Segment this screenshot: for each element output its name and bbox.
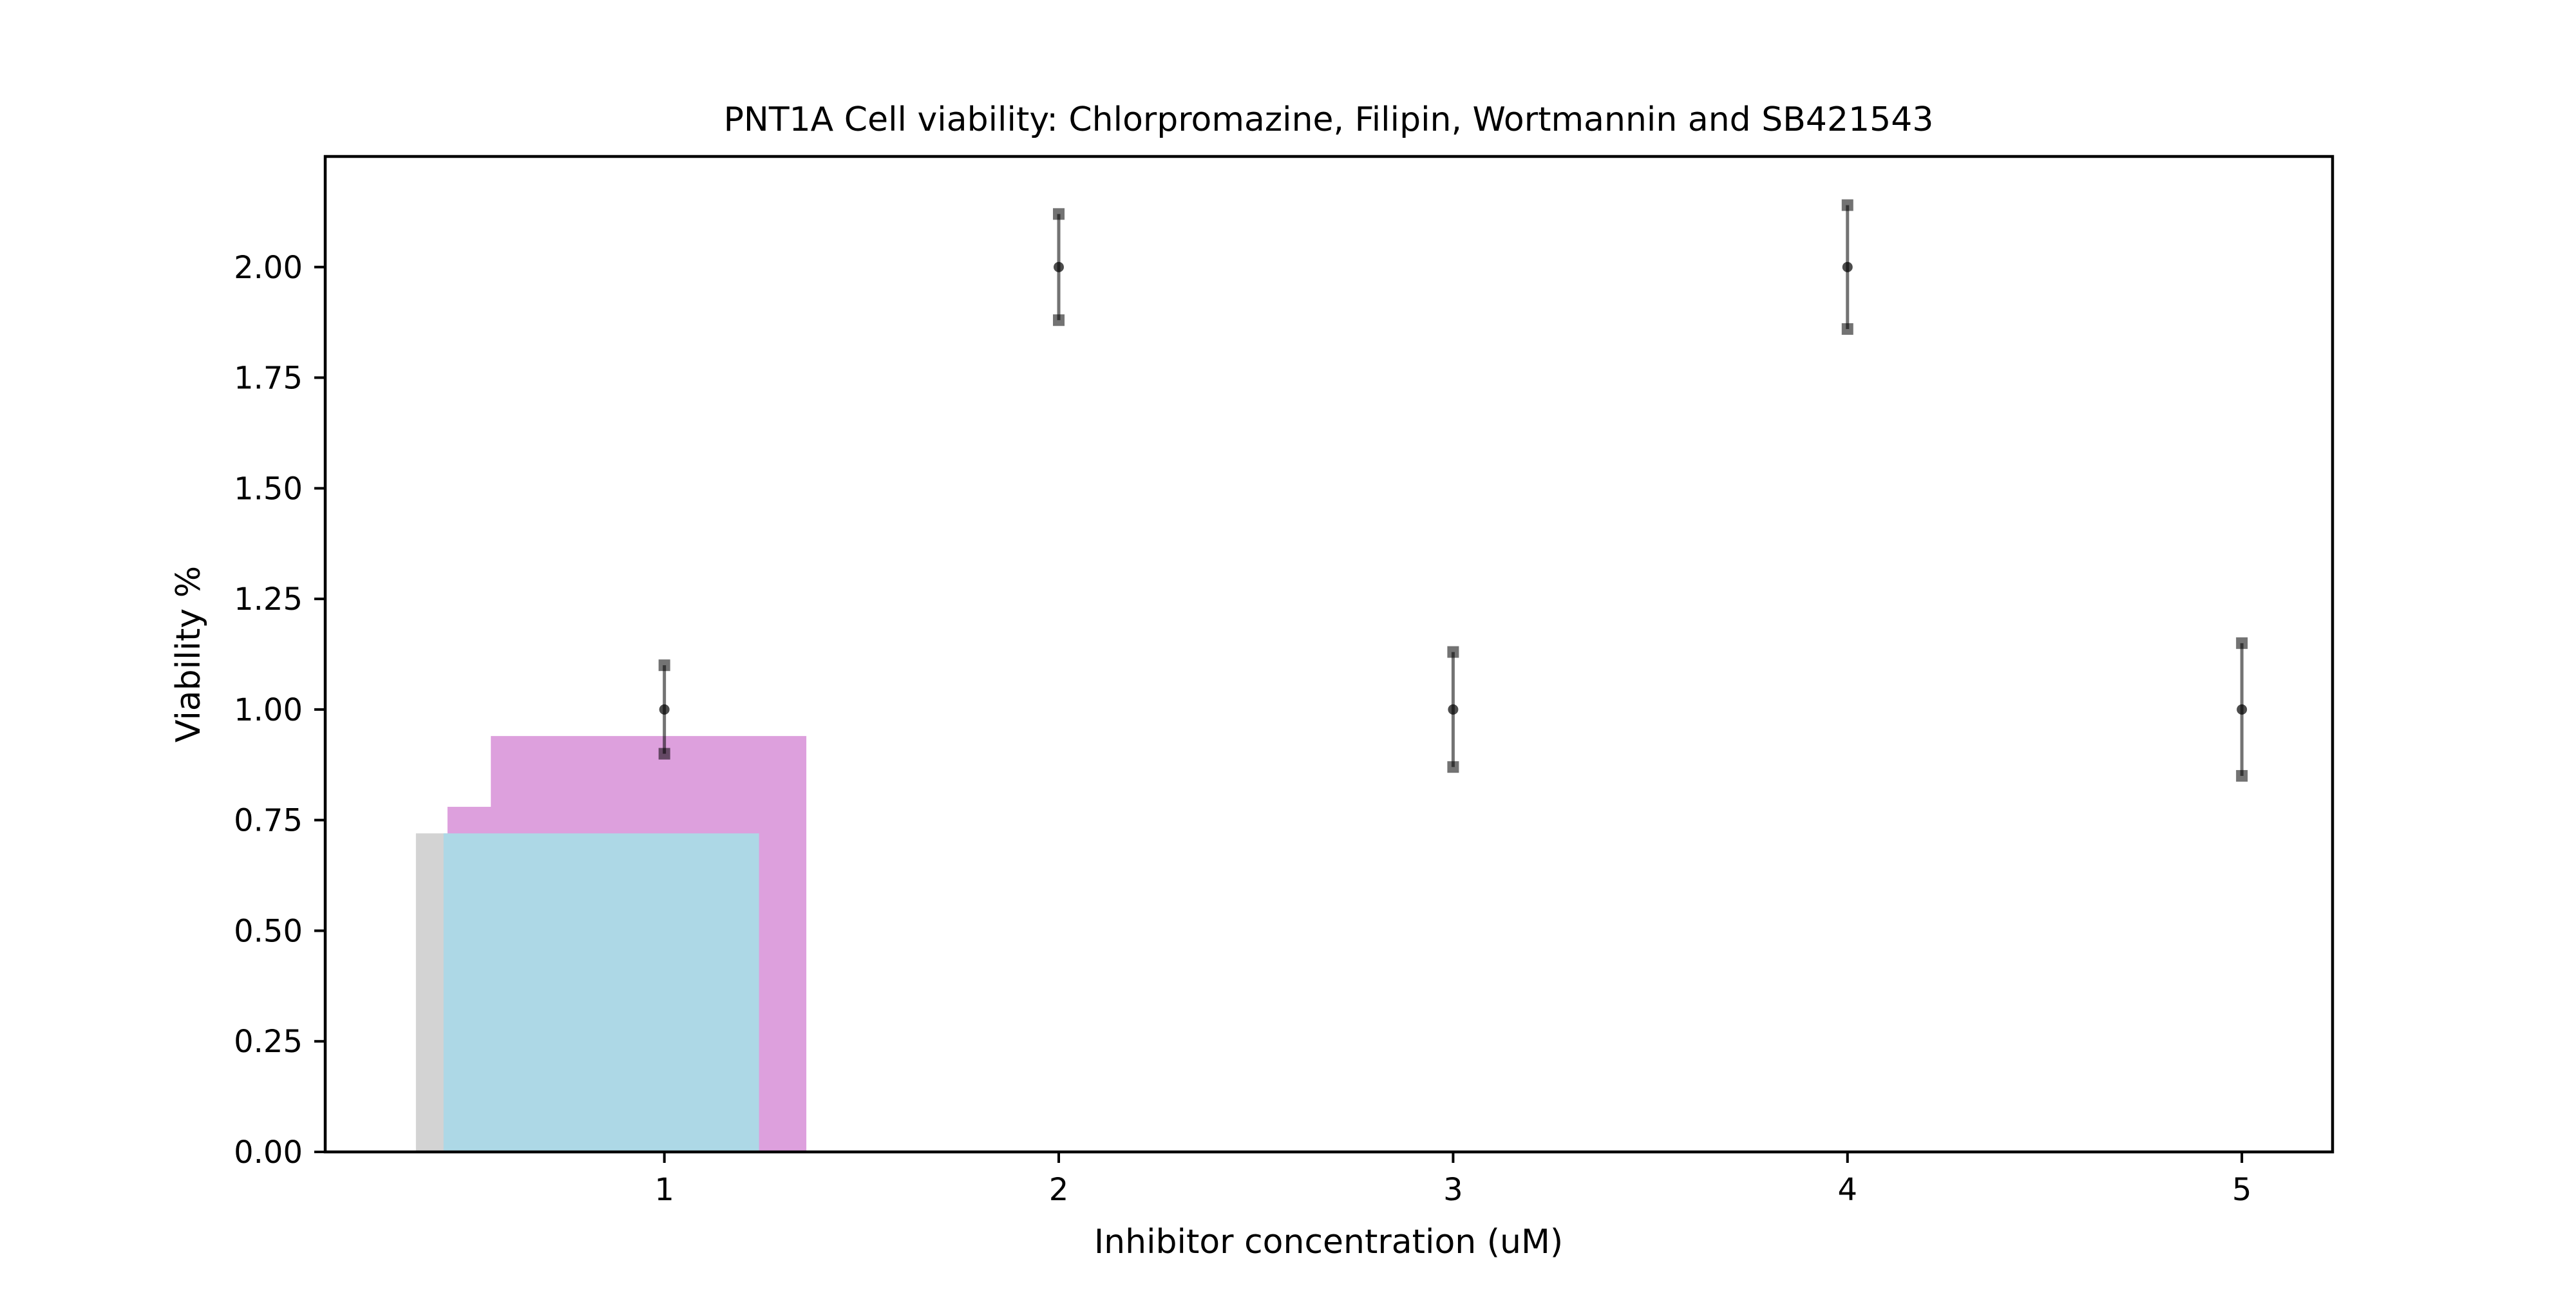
data-point-group-4 [1841,199,1853,335]
error-cap-bottom [658,748,670,760]
x-tick-label: 2 [1049,1172,1069,1208]
y-tick-label: 1.00 [234,692,303,728]
data-point-group-1 [658,659,670,760]
error-cap-top [658,659,670,672]
error-cap-bottom [1841,323,1853,335]
y-tick-label: 2.00 [234,250,303,286]
plot-area-frame [323,155,2334,1154]
error-cap-top [1841,199,1853,211]
x-tick-label: 4 [1838,1172,1858,1208]
error-cap-bottom [1053,314,1065,326]
data-point [2237,704,2248,715]
x-axis-label: Inhibitor concentration (uM) [1094,1223,1563,1261]
y-axis-label: Viability % [169,566,208,742]
data-point-group-2 [1053,208,1065,326]
x-tick-label: 5 [2232,1172,2252,1208]
x-axis-ticks: 1 2 3 4 5 [654,1152,2251,1208]
data-point [1448,704,1459,715]
y-tick-label: 0.75 [234,803,303,839]
y-tick-label: 0.00 [234,1135,303,1171]
bars-layer [415,736,807,1152]
data-point-group-3 [1447,646,1459,773]
data-point [1054,261,1065,272]
errorbars-layer [658,199,2248,782]
error-cap-top [2236,637,2248,649]
y-tick-label: 1.50 [234,471,303,507]
bar-4 [443,833,759,1152]
error-cap-top [1447,646,1459,658]
y-tick-label: 0.25 [234,1024,303,1060]
data-point-group-5 [2236,637,2248,782]
chart-title: PNT1A Cell viability: Chlorpromazine, Fi… [724,100,1934,139]
x-tick-label: 3 [1443,1172,1463,1208]
y-tick-label: 1.25 [234,581,303,617]
y-axis-ticks: 0.00 0.25 0.50 0.75 1.00 1.25 1.50 1.75 2.00 [234,250,325,1171]
error-cap-bottom [1447,761,1459,773]
data-point [659,704,670,715]
data-point [1842,261,1853,272]
error-cap-bottom [2236,769,2248,782]
y-tick-label: 0.50 [234,913,303,949]
y-tick-label: 1.75 [234,361,303,397]
x-tick-label: 1 [654,1172,674,1208]
error-cap-top [1053,208,1065,220]
